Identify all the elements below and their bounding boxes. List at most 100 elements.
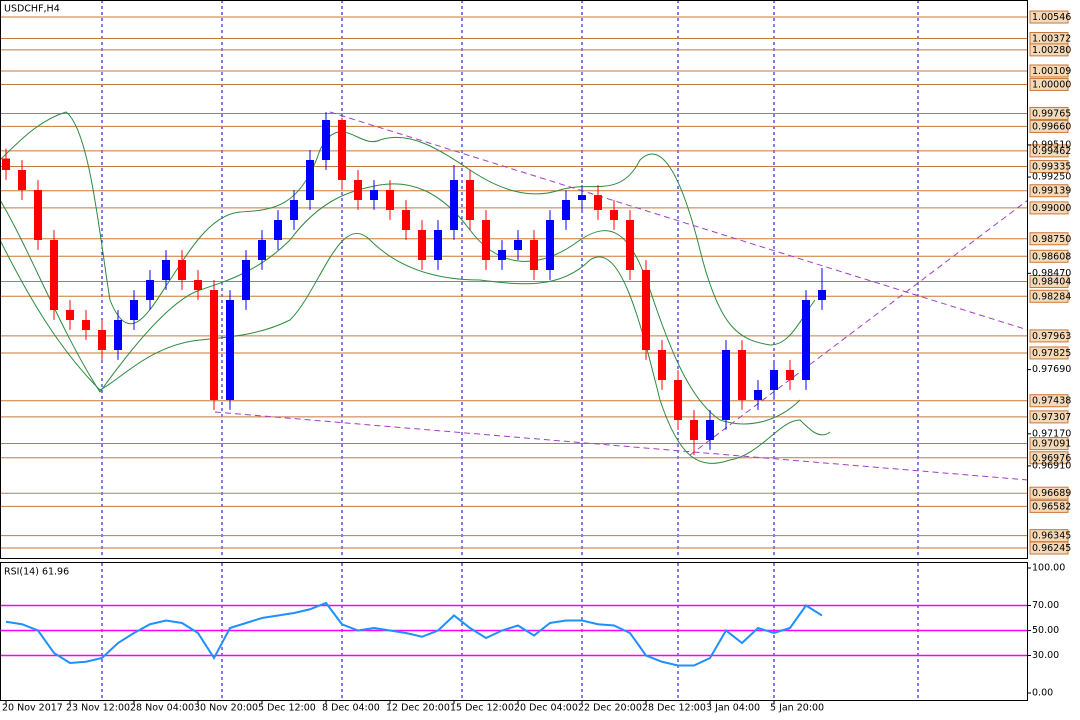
- level-label-box: [1029, 249, 1069, 263]
- level-label: 1.00372: [1032, 34, 1071, 45]
- candle-body: [482, 219, 490, 260]
- candle-body: [722, 349, 730, 420]
- level-label-box: [1029, 184, 1069, 198]
- candle-body: [178, 259, 186, 280]
- level-label: 0.99000: [1032, 203, 1071, 214]
- candle-body: [514, 239, 522, 250]
- level-label: 1.00000: [1032, 79, 1071, 90]
- y-tick-label: 70.00: [1032, 600, 1059, 611]
- level-label-box: [1029, 201, 1069, 215]
- candle-body: [674, 379, 682, 420]
- candle-body: [626, 219, 634, 270]
- level-label-box: [1029, 437, 1069, 451]
- candle-body: [610, 209, 618, 220]
- candle-body: [386, 189, 394, 210]
- level-label-box: [1029, 486, 1069, 500]
- level-label-box: [1029, 77, 1069, 91]
- candle-body: [338, 119, 346, 180]
- level-label: 0.98404: [1032, 276, 1071, 287]
- candle-body: [82, 319, 90, 330]
- level-label: 0.97438: [1032, 396, 1071, 407]
- y-tick-label: 0.97690: [1032, 364, 1071, 375]
- level-label: 1.00280: [1032, 45, 1071, 56]
- candle-body: [354, 179, 362, 200]
- candle-body: [498, 249, 506, 260]
- level-label-box: [1029, 329, 1069, 343]
- candle-body: [322, 119, 330, 160]
- candle-body: [18, 169, 26, 190]
- level-label: 0.96689: [1032, 488, 1071, 499]
- x-tick-label: 15 Dec 12:00: [450, 703, 514, 714]
- trendlines: [214, 111, 1029, 481]
- candle-body: [658, 349, 666, 380]
- y-tick-label: 0.96910: [1032, 460, 1071, 471]
- x-tick-label: 23 Nov 12:00: [66, 703, 130, 714]
- level-label-box: [1029, 394, 1069, 408]
- rsi-title: RSI(14) 61.96: [4, 567, 69, 578]
- candle-body: [258, 239, 266, 260]
- level-label-box: [1029, 499, 1069, 513]
- level-label: 0.97091: [1032, 439, 1071, 450]
- rsi-line: [5, 601, 823, 667]
- level-label: 0.99335: [1032, 162, 1071, 173]
- x-tick-label: 12 Dec 20:00: [386, 703, 450, 714]
- level-label: 0.96976: [1032, 453, 1071, 464]
- candle-body: [146, 279, 154, 300]
- candle-body: [754, 389, 762, 400]
- level-label: 1.00109: [1032, 66, 1071, 77]
- level-label: 0.96582: [1032, 501, 1071, 512]
- bollinger-bands: [0, 111, 831, 464]
- level-label: 0.97825: [1032, 348, 1071, 359]
- candle-body: [194, 279, 202, 290]
- levels: [0, 16, 1028, 549]
- candle-body: [274, 219, 282, 240]
- x-tick-label: 8 Dec 04:00: [322, 703, 380, 714]
- level-label: 0.97307: [1032, 412, 1071, 423]
- price-frame: [0, 0, 1028, 559]
- level-label-box: [1029, 119, 1069, 133]
- candle-body: [466, 179, 474, 220]
- level-label: 0.99139: [1032, 186, 1071, 197]
- candle-body: [2, 158, 10, 170]
- candle-body: [450, 179, 458, 230]
- rsi-frame: [0, 562, 1028, 701]
- y-tick-label: 50.00: [1032, 625, 1059, 636]
- candle-body: [434, 229, 442, 260]
- candle-body: [290, 199, 298, 220]
- candle-body: [818, 289, 826, 300]
- level-label-box: [1029, 451, 1069, 465]
- y-tick-label: 0.00: [1032, 688, 1053, 699]
- level-label-box: [1029, 289, 1069, 303]
- candle-body: [738, 349, 746, 400]
- candle-body: [530, 239, 538, 270]
- level-label-box: [1029, 541, 1069, 555]
- level-label-box: [1029, 10, 1069, 24]
- candle-body: [402, 209, 410, 230]
- candle-body: [98, 329, 106, 350]
- price-panel: [2, 112, 826, 456]
- candle-body: [370, 189, 378, 200]
- x-tick-label: 20 Dec 04:00: [514, 703, 578, 714]
- candle-body: [562, 199, 570, 220]
- y-tick-label: 0.97170: [1032, 428, 1071, 439]
- candle-body: [130, 299, 138, 320]
- level-label-box: [1029, 410, 1069, 424]
- candle-body: [162, 259, 170, 280]
- candle-body: [306, 159, 314, 200]
- y-tick-label: 100.00: [1032, 563, 1065, 574]
- symbol-title: USDCHF,H4: [4, 4, 60, 15]
- candle-body: [706, 419, 714, 440]
- level-label: 0.97963: [1032, 331, 1071, 342]
- candle-body: [418, 229, 426, 260]
- candle-body: [802, 299, 810, 380]
- level-label: 0.98284: [1032, 291, 1071, 302]
- level-label: 1.00546: [1032, 12, 1071, 23]
- candle-body: [34, 189, 42, 240]
- y-tick-label: 0.99510: [1032, 139, 1071, 150]
- candle-body: [210, 289, 218, 400]
- candle-body: [242, 259, 250, 300]
- level-label-box: [1029, 274, 1069, 288]
- candle-body: [770, 369, 778, 390]
